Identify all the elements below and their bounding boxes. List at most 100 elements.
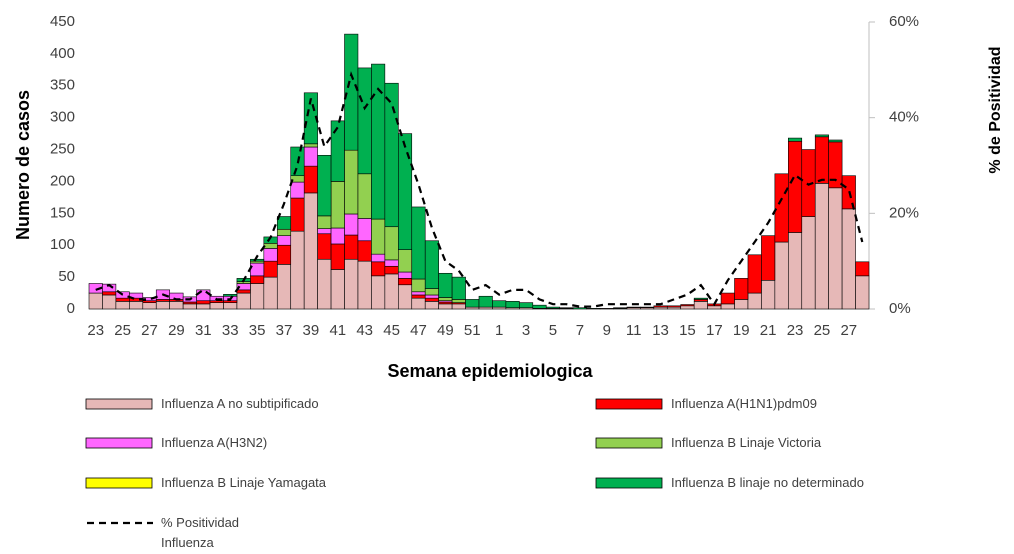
bar-segment [182,303,197,310]
bar-segment [438,303,453,310]
bar-segment [693,301,708,310]
y-tick-label: 400 [50,45,75,62]
bar-segment [371,218,386,255]
bar-segment [317,215,332,229]
bar-segment [357,260,372,310]
bar-segment [747,254,762,294]
x-tick-label: 51 [464,322,481,339]
bar-segment [586,308,601,310]
bar-segment [814,136,829,184]
bar-segment [424,240,439,289]
bar-segment [357,218,372,242]
bar-segment [330,243,345,270]
y-tick-label: 100 [50,236,75,253]
bar-segment [398,133,413,250]
x-tick-label: 11 [626,322,642,339]
bar-segment [384,265,399,275]
x-tick-label: 27 [141,322,158,339]
legend-label: Influenza A(H3N2) [161,435,268,450]
x-tick-label: 9 [603,322,611,339]
bar-segment [330,269,345,310]
bar-segment [236,289,251,294]
bar-segment [357,67,372,175]
x-tick-label: 23 [87,322,104,339]
bar-segment [129,292,144,299]
bar-segment [734,278,749,300]
bar-segment [303,165,318,194]
bar-segment [303,92,318,145]
y-tick-label: 200 [50,172,75,189]
bar-segment [88,292,103,310]
x-tick-label: 23 [787,322,804,339]
bar-segment [424,288,439,296]
bar-segment [102,294,117,310]
bar-segment [344,149,359,215]
bar-segment [290,181,305,199]
bar-segment [290,197,305,232]
bar-segment [828,139,843,143]
bar-segment [115,301,130,310]
x-tick-label: 27 [840,322,857,339]
x-tick-label: 15 [679,322,696,339]
x-tick-label: 25 [114,322,131,339]
y2-tick-label: 40% [889,109,919,126]
legend-label: Influenza B Linaje Yamagata [161,475,327,490]
x-tick-label: 5 [549,322,557,339]
bar-segment [276,244,292,265]
legend-item: Influenza B Linaje Victoria [595,433,971,453]
y-tick-label: 150 [50,204,75,221]
bar-segment [398,284,413,310]
y2-tick-label: 0% [889,300,911,317]
bar-segment [707,305,722,310]
bar-segment [411,278,426,293]
bar-segment [680,305,695,310]
bar-segment [276,264,292,310]
bar-segment [451,299,466,303]
x-tick-label: 47 [410,322,427,339]
y-tick-label: 450 [50,13,75,30]
bar-segment [398,278,413,286]
bar-segment [438,297,453,302]
bar-segment [303,146,318,167]
legend-label: Influenza B linaje no determinado [671,475,864,490]
bar-segment [384,82,399,228]
legend-swatch [595,477,663,489]
x-tick-label: 1 [495,322,503,339]
legend-label: Influenza A no subtipificado [161,396,319,411]
y-tick-label: 50 [58,268,75,285]
bar-segment [855,261,870,277]
y2-axis-title: % de Positividad [987,46,1004,173]
legend-label: Influenza A(H1N1)pdm09 [671,396,817,411]
x-tick-label: 13 [652,322,669,339]
bar-segment [169,301,184,310]
bar-segment [115,297,130,302]
bar-segment [653,305,668,308]
bar-segment [398,271,413,279]
bar-segment [250,275,265,284]
x-tick-label: 49 [437,322,454,339]
legend-box [85,398,153,410]
legend-item: % Positividad Influenza [85,513,271,553]
legend-box [595,398,663,410]
legend-item: Influenza A(H1N1)pdm09 [595,394,971,414]
bar-segment [276,216,292,230]
y-tick-label: 0 [67,300,75,317]
bar-segment [371,63,386,220]
bar-segment [478,295,493,308]
bar-segment [424,301,439,310]
bar-segment [196,300,211,305]
bar-segment [761,235,776,281]
bar-segment [276,235,292,246]
bar-segment [142,302,157,310]
bar-segment [505,301,520,309]
y2-tick-label: 20% [889,204,919,221]
bar-segment [317,228,332,235]
bar-segment [640,306,655,309]
x-tick-label: 21 [760,322,777,339]
bar-segment [411,294,426,299]
bar-segment [613,307,628,309]
bar-segment [774,173,789,243]
bar-segment [209,302,224,310]
bar-segment [384,273,399,310]
